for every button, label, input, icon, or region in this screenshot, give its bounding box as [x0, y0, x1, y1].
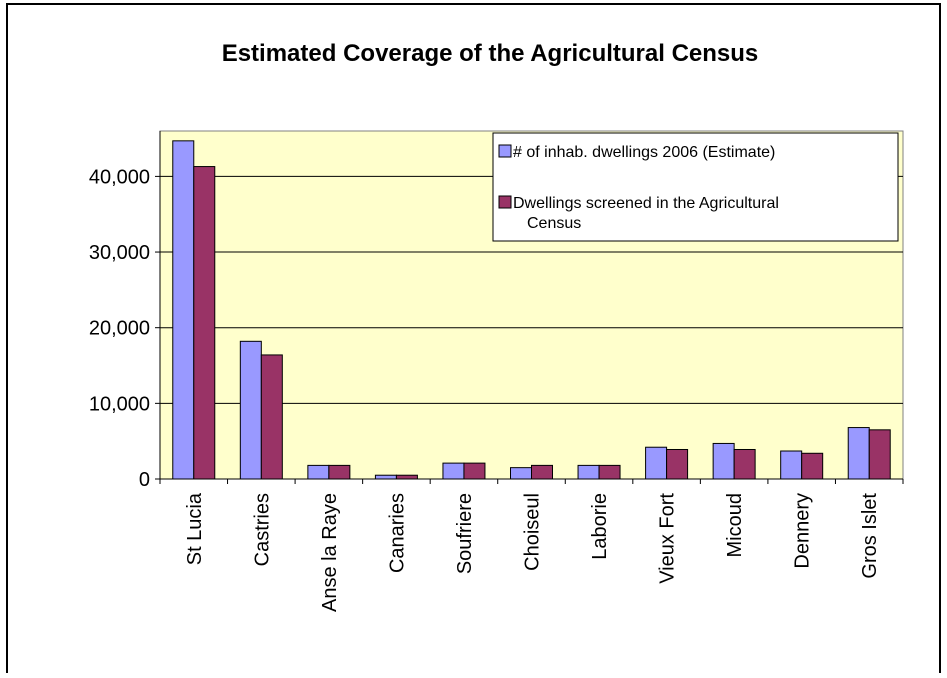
bar: [666, 448, 689, 480]
bar: [510, 467, 532, 480]
y-tick-label: 0: [139, 469, 150, 491]
legend-label-2-line-2: Census: [527, 215, 581, 232]
x-tick-labels: St Lucia Castries Anse la Raye Canaries Souf…: [184, 492, 881, 612]
bar: [598, 464, 621, 480]
y-tick-label: 10,000: [89, 393, 150, 415]
bar: [868, 429, 891, 480]
bar: [733, 448, 756, 480]
y-tick-label: 30,000: [89, 242, 150, 264]
y-tick-label: 40,000: [89, 166, 150, 188]
bar: [193, 166, 216, 480]
bar: [463, 462, 486, 480]
bar: [577, 464, 600, 480]
legend-label-2-line-1: Dwellings screened in the Agricultural: [513, 195, 779, 212]
x-tick-label: Anse la Raye: [319, 493, 341, 612]
legend-swatch-2: [498, 195, 512, 209]
bar: [801, 452, 824, 480]
x-tick-label: Laborie: [589, 493, 611, 560]
bar: [239, 340, 262, 480]
x-tick-label: St Lucia: [184, 492, 206, 565]
bar: [328, 464, 351, 480]
bar: [260, 354, 283, 480]
bar: [442, 462, 465, 480]
x-tick-label: Micoud: [724, 493, 746, 557]
bar: [531, 464, 553, 480]
x-tick-label: Soufriere: [454, 493, 476, 574]
legend-label-2: Dwellings screened in the Agricultural C…: [513, 195, 783, 232]
x-tick-label: Canaries: [386, 493, 408, 573]
legend-box: [492, 132, 899, 242]
x-tick-label: Choiseul: [522, 493, 544, 571]
chart-title: Estimated Coverage of the Agricultural C…: [222, 40, 759, 67]
bar: [374, 474, 397, 480]
legend-label-1: # of inhab. dwellings 2006 (Estimate): [513, 144, 775, 161]
bar: [645, 446, 668, 480]
y-tick-label: 20,000: [89, 318, 150, 340]
bar: [395, 474, 418, 480]
x-tick-label: Castries: [251, 493, 273, 566]
x-tick-label: Gros Islet: [859, 493, 881, 579]
legend-swatch-1: [498, 144, 512, 158]
y-tick-labels: 0 10,000 20,000 30,000 40,000: [89, 166, 150, 491]
legend: # of inhab. dwellings 2006 (Estimate) Dw…: [492, 132, 899, 242]
bar: [780, 450, 803, 480]
axes: [159, 131, 904, 484]
bar: [172, 140, 195, 480]
bars: [172, 140, 891, 480]
bar: [847, 427, 870, 480]
bar: [307, 464, 330, 480]
x-tick-label: Dennery: [792, 493, 814, 569]
x-tick-label: Vieux Fort: [657, 493, 679, 584]
bar: [712, 442, 735, 480]
